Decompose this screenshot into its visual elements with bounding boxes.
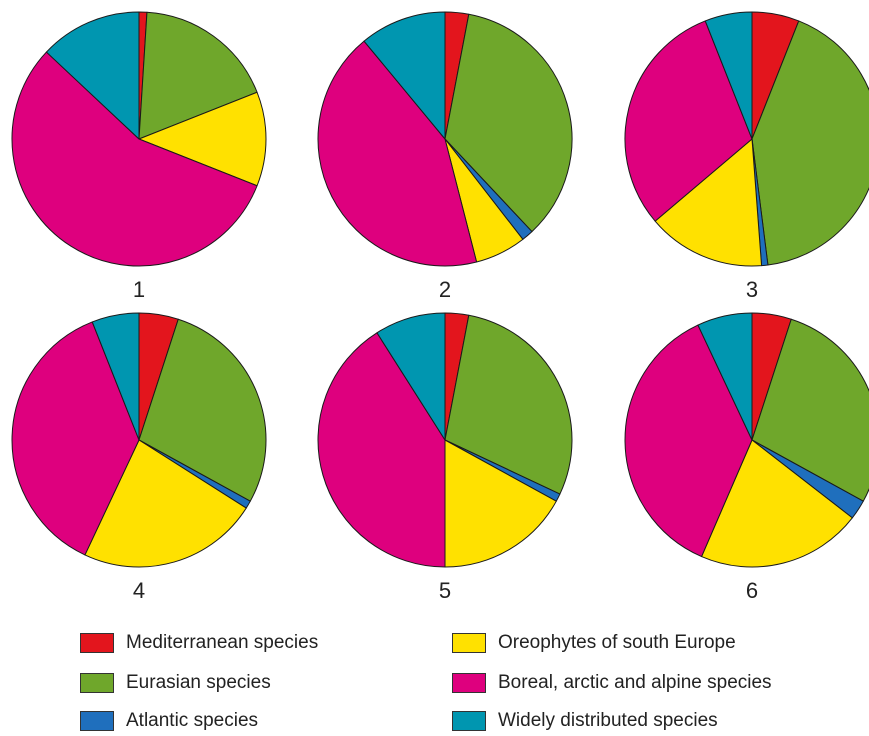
pie-4-slice-widely-distributed: [91, 312, 140, 441]
pie-2-slice-widely-distributed: [363, 11, 446, 140]
legend-item-widely-distributed: Widely distributed species: [452, 708, 718, 734]
legend-label-atlantic: Atlantic species: [126, 710, 259, 731]
pie-4-slice-boreal: [11, 321, 140, 556]
legend-item-eurasian: Eurasian species: [80, 670, 271, 696]
pie-5: [317, 312, 573, 568]
pie-label-2: 2: [439, 277, 451, 302]
legend-item-oreophytes: Oreophytes of south Europe: [452, 630, 736, 656]
legend-swatch-mediterranean: [80, 633, 114, 653]
pie-1-slice-eurasian: [138, 11, 258, 140]
pie-3: [624, 11, 869, 267]
pie-6-slice-oreophytes: [701, 439, 853, 568]
legend: Mediterranean species Oreophytes of sout…: [0, 626, 869, 736]
pie-5-slice-widely-distributed: [376, 312, 446, 441]
pie-3-slice-eurasian: [751, 20, 869, 266]
pie-2-slice-boreal: [317, 40, 478, 267]
pie-6-slice-boreal: [624, 324, 753, 558]
pie-1-slice-boreal: [11, 51, 258, 267]
pie-label-6: 6: [746, 578, 758, 603]
pie-1: [11, 11, 267, 267]
legend-swatch-eurasian: [80, 673, 114, 693]
legend-item-atlantic: Atlantic species: [80, 708, 258, 734]
pie-label-1: 1: [133, 277, 145, 302]
pie-3-slice-oreophytes: [654, 138, 763, 267]
legend-swatch-oreophytes: [452, 633, 486, 653]
pie-5-slice-boreal: [317, 332, 446, 568]
pie-4: [11, 312, 267, 568]
pie-label-4: 4: [133, 578, 145, 603]
legend-label-widely-distributed: Widely distributed species: [498, 710, 718, 731]
pie-5-slice-oreophytes: [444, 439, 557, 568]
legend-swatch-atlantic: [80, 711, 114, 731]
pie-6-slice-widely-distributed: [697, 312, 753, 441]
pie-2-slice-eurasian: [444, 13, 573, 233]
pie-3-slice-widely-distributed: [704, 11, 753, 140]
legend-label-eurasian: Eurasian species: [126, 672, 271, 693]
pie-2: [317, 11, 573, 267]
pie-4-slice-eurasian: [138, 318, 267, 502]
legend-swatch-boreal: [452, 673, 486, 693]
legend-item-boreal: Boreal, arctic and alpine species: [452, 670, 772, 696]
legend-label-mediterranean: Mediterranean species: [126, 632, 319, 653]
pie-4-slice-oreophytes: [84, 439, 247, 568]
pie-1-slice-oreophytes: [138, 91, 267, 187]
legend-item-mediterranean: Mediterranean species: [80, 630, 318, 656]
legend-swatch-widely-distributed: [452, 711, 486, 731]
pie-label-3: 3: [746, 277, 758, 302]
pie-6: [624, 312, 869, 568]
legend-label-oreophytes: Oreophytes of south Europe: [498, 632, 736, 653]
legend-label-boreal: Boreal, arctic and alpine species: [498, 672, 772, 693]
pie-1-slice-widely-distributed: [45, 11, 140, 140]
pie-5-slice-eurasian: [444, 314, 573, 495]
pie-3-slice-boreal: [624, 20, 753, 222]
pie-label-5: 5: [439, 578, 451, 603]
